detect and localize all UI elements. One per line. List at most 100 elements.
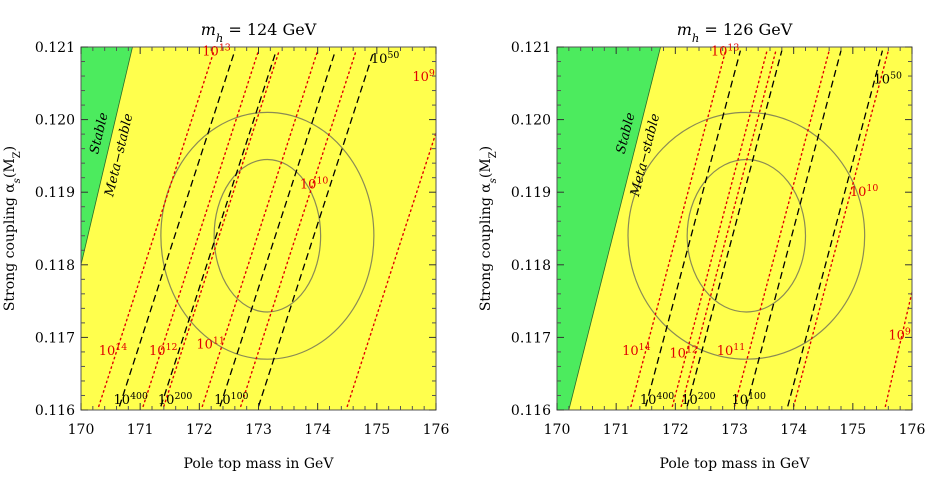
y-tick-label: 0.121 bbox=[35, 40, 75, 56]
stability-boundary bbox=[81, 47, 133, 267]
label-base: 10 bbox=[300, 178, 317, 193]
label-base: 10 bbox=[149, 344, 166, 359]
black-line-label: 10200 bbox=[158, 391, 192, 409]
label-exponent: 11 bbox=[733, 341, 745, 352]
x-tick-label: 173 bbox=[245, 422, 272, 438]
label-exponent: 12 bbox=[686, 344, 698, 355]
lifetime-line-red-2 bbox=[671, 49, 768, 408]
x-tick-label: 172 bbox=[662, 422, 689, 438]
label-base: 10 bbox=[850, 185, 867, 200]
lifetime-line-red-4 bbox=[201, 49, 319, 408]
title-subscript: h bbox=[692, 31, 699, 45]
lifetime-line-red-1 bbox=[630, 49, 727, 408]
label-base: 10 bbox=[711, 45, 728, 60]
chart-panel-1: 170 171 172 173 174 175 176 0.116 0.117 0.118 0.11… bbox=[2, 20, 449, 472]
lifetime-line-red-4 bbox=[733, 49, 830, 408]
meta-stable-region bbox=[81, 47, 436, 410]
label-base: 10 bbox=[196, 337, 213, 352]
red-line-label: 1011 bbox=[717, 341, 745, 359]
lifetime-line-black-3 bbox=[745, 50, 842, 407]
chart-title: mh = 126 GeV bbox=[677, 20, 793, 45]
confidence-ellipse-2 bbox=[627, 111, 866, 360]
y-tick-label: 0.118 bbox=[35, 258, 75, 274]
label-exponent: 12 bbox=[166, 341, 178, 352]
chart-panel-2: 170 171 172 173 174 175 176 0.116 0.117 0.118 0.11… bbox=[478, 20, 926, 472]
label-base: 10 bbox=[158, 393, 175, 408]
y-tick-label: 0.120 bbox=[511, 113, 551, 129]
title-value: = 126 GeV bbox=[699, 20, 792, 39]
y-label-main: Strong coupling α bbox=[2, 183, 18, 311]
lifetime-line-red-5 bbox=[240, 49, 357, 408]
title-subscript: h bbox=[216, 31, 223, 45]
y-label-end: ) bbox=[2, 146, 18, 151]
black-line-label: 10400 bbox=[114, 391, 148, 409]
label-exponent: 200 bbox=[174, 391, 192, 402]
stable-region bbox=[557, 47, 661, 410]
label-base: 10 bbox=[732, 393, 749, 408]
label-exponent: 14 bbox=[639, 341, 651, 352]
black-line-label: 10200 bbox=[681, 391, 715, 409]
x-tick-label: 176 bbox=[899, 422, 926, 438]
y-label-paren: (M bbox=[478, 158, 494, 178]
lifetime-line-black-2 bbox=[686, 50, 783, 407]
x-tick-label: 170 bbox=[68, 422, 95, 438]
label-exponent: 9 bbox=[905, 326, 911, 337]
black-line-label: 10100 bbox=[732, 391, 766, 409]
label-exponent: 50 bbox=[387, 49, 399, 60]
red-line-label: 1010 bbox=[300, 175, 328, 193]
lifetime-line-red-3 bbox=[163, 49, 280, 408]
lifetime-line-black-4 bbox=[787, 50, 884, 407]
red-line-label: 1013 bbox=[202, 42, 230, 60]
label-base: 10 bbox=[99, 344, 116, 359]
black-line-label: 10100 bbox=[214, 391, 248, 409]
label-exponent: 10 bbox=[316, 175, 328, 186]
y-tick-label: 0.119 bbox=[35, 185, 75, 201]
lifetime-line-black-1 bbox=[645, 50, 742, 407]
chart-title: mh = 124 GeV bbox=[201, 20, 317, 45]
label-exponent: 13 bbox=[219, 42, 231, 53]
label-exponent: 400 bbox=[656, 391, 674, 402]
title-symbol: m bbox=[677, 20, 692, 39]
label-base: 10 bbox=[622, 344, 639, 359]
y-tick-label: 0.119 bbox=[511, 185, 551, 201]
label-base: 10 bbox=[412, 70, 429, 85]
x-tick-label: 171 bbox=[127, 422, 154, 438]
label-exponent: 50 bbox=[890, 70, 902, 81]
red-line-label: 1012 bbox=[149, 341, 177, 359]
lifetime-line-red-3 bbox=[680, 49, 777, 408]
x-tick-label: 172 bbox=[186, 422, 213, 438]
stability-boundary bbox=[568, 47, 661, 410]
label-exponent: 400 bbox=[130, 391, 148, 402]
lifetime-line-red-2 bbox=[142, 49, 260, 408]
title-symbol: m bbox=[201, 20, 216, 39]
y-tick-label: 0.121 bbox=[511, 40, 551, 56]
y-tick-label: 0.117 bbox=[35, 330, 75, 346]
label-exponent: 14 bbox=[115, 341, 127, 352]
label-base: 10 bbox=[888, 329, 905, 344]
confidence-ellipse-1 bbox=[213, 158, 322, 313]
x-tick-label: 173 bbox=[721, 422, 748, 438]
y-label-sub: s bbox=[488, 178, 499, 183]
stable-region bbox=[81, 47, 133, 410]
lifetime-line-black-3 bbox=[219, 50, 337, 407]
red-line-label: 109 bbox=[412, 68, 435, 86]
y-tick-label: 0.116 bbox=[511, 403, 551, 419]
y-label-paren: (M bbox=[2, 158, 18, 178]
label-base: 10 bbox=[874, 72, 891, 87]
y-label-end: ) bbox=[478, 146, 494, 151]
red-line-label: 1014 bbox=[622, 341, 650, 359]
x-tick-label: 170 bbox=[544, 422, 571, 438]
label-base: 10 bbox=[681, 393, 698, 408]
lifetime-line-red-5 bbox=[792, 49, 890, 408]
x-tick-label: 171 bbox=[603, 422, 630, 438]
x-axis-label: Pole top mass in GeV bbox=[184, 456, 335, 472]
y-tick-label: 0.117 bbox=[511, 330, 551, 346]
black-line-label: 10400 bbox=[640, 391, 674, 409]
red-line-label: 1014 bbox=[99, 341, 127, 359]
y-label-main: Strong coupling α bbox=[478, 183, 494, 311]
label-exponent: 11 bbox=[213, 335, 225, 346]
label-exponent: 13 bbox=[727, 42, 739, 53]
label-base: 10 bbox=[640, 393, 657, 408]
y-label-sub2: Z bbox=[488, 151, 499, 158]
